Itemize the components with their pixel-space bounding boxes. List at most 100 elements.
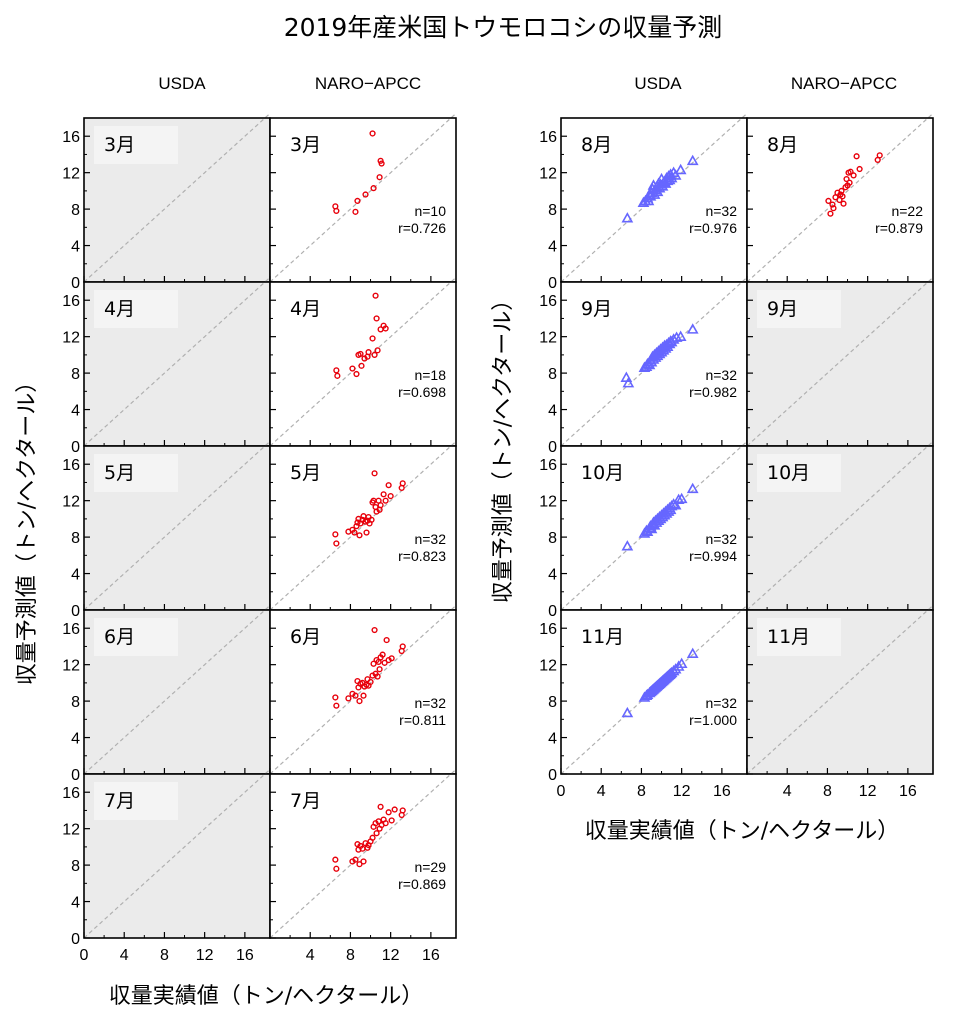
- x-tick-label: 0: [80, 947, 89, 964]
- month-label-box: [94, 126, 178, 164]
- naro-data-point: [825, 197, 832, 205]
- naro-data-point: [399, 480, 406, 487]
- x-tick-label: 8: [637, 783, 646, 800]
- correlation-label: r=0.698: [398, 384, 446, 400]
- naro-data-point: [382, 497, 389, 504]
- column-header-usda-left: USDA: [158, 74, 206, 93]
- y-tick-label: 12: [62, 658, 80, 675]
- y-tick-label: 0: [71, 931, 80, 948]
- naro-data-point: [352, 208, 359, 215]
- naro-data-point: [382, 325, 389, 332]
- naro-data-point: [334, 372, 341, 379]
- naro-data-point: [379, 651, 386, 658]
- panel-background: [747, 118, 933, 282]
- sample-size-label: n=32: [705, 367, 737, 383]
- y-tick-label: 0: [71, 439, 80, 456]
- month-label-box: [757, 618, 841, 656]
- naro-data-point: [378, 160, 385, 167]
- month-label-box: [94, 782, 178, 820]
- correlation-label: r=1.000: [689, 712, 737, 728]
- y-tick-label: 8: [71, 694, 80, 711]
- y-tick-label: 16: [539, 621, 557, 638]
- panel-frame: [269, 773, 457, 939]
- month-label: 11月: [581, 626, 624, 648]
- panel-background: [270, 774, 456, 938]
- correlation-label: r=0.823: [398, 548, 446, 564]
- panel-frame: [746, 609, 934, 775]
- x-tick-label: 4: [597, 783, 606, 800]
- month-label-box: [757, 290, 841, 328]
- naro-data-point: [345, 695, 352, 702]
- naro-data-point: [876, 152, 883, 159]
- y-tick-label: 16: [62, 293, 80, 310]
- month-label: 7月: [104, 790, 135, 812]
- naro-data-point: [399, 643, 406, 650]
- y-tick-label: 12: [539, 330, 557, 347]
- chart-title: 2019年産米国トウモロコシの収量予測: [284, 13, 723, 42]
- panel-naro-apcc-8: n=32r=0.811 6月: [269, 604, 457, 775]
- x-axis-label-left: 収量実績値（トン/ヘクタール）: [109, 984, 424, 1009]
- correlation-label: r=0.869: [398, 876, 446, 892]
- month-label: 8月: [581, 134, 612, 156]
- y-tick-label: 8: [548, 202, 557, 219]
- naro-data-point: [827, 210, 834, 217]
- naro-data-point: [850, 172, 857, 179]
- x-tick-label: 12: [859, 783, 877, 800]
- y-tick-label: 16: [62, 621, 80, 638]
- sample-size-label: n=29: [414, 859, 446, 875]
- naro-data-point: [362, 191, 369, 198]
- y-tick-label: 12: [62, 494, 80, 511]
- naro-data-point: [368, 516, 375, 523]
- sample-size-label: n=32: [705, 531, 737, 547]
- panel-usda-11: 0 4 8 12 16 n=32r=0.976 8月: [539, 112, 748, 292]
- naro-data-point: [374, 673, 381, 680]
- naro-data-point: [352, 692, 359, 699]
- panel-usda-15: 0 4 8 12 16 n=32r=0.994 10月: [539, 440, 748, 620]
- y-tick-label: 4: [548, 403, 557, 420]
- naro-data-point: [839, 193, 846, 200]
- y-tick-label: 4: [71, 731, 80, 748]
- month-label: 6月: [290, 626, 321, 648]
- naro-data-point: [372, 292, 379, 299]
- month-label: 5月: [290, 462, 321, 484]
- x-tick-label: 12: [196, 947, 214, 964]
- usda-data-point: [675, 657, 688, 669]
- month-label-box: [94, 454, 178, 492]
- naro-data-point: [371, 470, 378, 477]
- month-label: 8月: [767, 134, 798, 156]
- y-tick-label: 12: [62, 330, 80, 347]
- y-tick-label: 12: [539, 658, 557, 675]
- x-tick-label: 16: [236, 947, 254, 964]
- panel-background: [270, 446, 456, 610]
- x-tick-label: 0: [557, 783, 566, 800]
- naro-data-point: [333, 865, 340, 872]
- naro-data-point: [388, 655, 395, 662]
- y-tick-label: 16: [62, 129, 80, 146]
- usda-data-point: [621, 706, 634, 718]
- y-tick-label: 0: [71, 603, 80, 620]
- correlation-label: r=0.976: [689, 220, 737, 236]
- naro-data-point: [332, 694, 339, 701]
- usda-data-point: [667, 333, 680, 344]
- panel-naro-apcc-4: n=18r=0.698 4月: [269, 276, 457, 447]
- correlation-label: r=0.994: [689, 548, 737, 564]
- month-label: 4月: [104, 298, 135, 320]
- y-tick-label: 12: [539, 166, 557, 183]
- naro-data-point: [353, 523, 360, 530]
- y-axis-label-right: 収量予測値（トン/ヘクタール）: [491, 289, 516, 604]
- y-tick-label: 12: [539, 494, 557, 511]
- x-tick-label: 16: [713, 783, 731, 800]
- month-label: 11月: [767, 626, 810, 648]
- naro-data-point: [373, 315, 380, 322]
- usda-data-point: [686, 647, 699, 659]
- panel-usda-5: 0 4 8 12 16 5月: [62, 440, 271, 620]
- naro-data-point: [382, 820, 389, 827]
- naro-data-point: [853, 153, 860, 160]
- y-tick-label: 8: [71, 858, 80, 875]
- panel-naro-apcc-2: n=10r=0.726 3月: [269, 112, 457, 283]
- y-tick-label: 4: [71, 567, 80, 584]
- usda-data-point: [672, 493, 685, 505]
- usda-data-point: [669, 499, 682, 510]
